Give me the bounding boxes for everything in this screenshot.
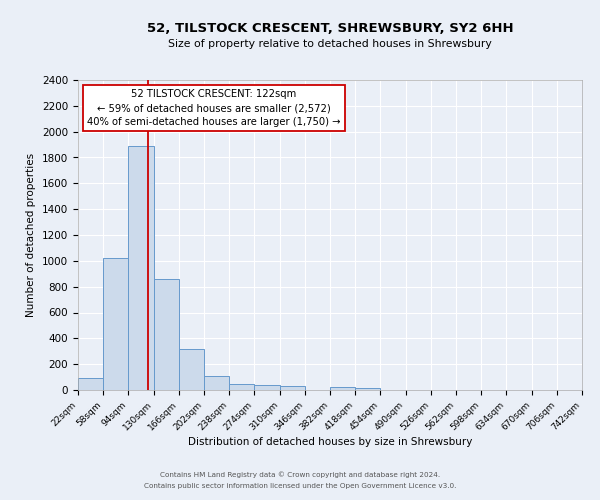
Text: Contains HM Land Registry data © Crown copyright and database right 2024.: Contains HM Land Registry data © Crown c… (160, 471, 440, 478)
Bar (280, 386, 305, 390)
X-axis label: Distribution of detached houses by size in Shrewsbury: Distribution of detached houses by size … (188, 438, 472, 448)
Bar (78, 378, 103, 390)
Bar (355, 388, 380, 390)
Text: 52, TILSTOCK CRESCENT, SHREWSBURY, SY2 6HH: 52, TILSTOCK CRESCENT, SHREWSBURY, SY2 6… (146, 22, 514, 36)
Bar (179, 348, 204, 390)
Bar (204, 376, 229, 390)
Bar (128, 146, 154, 390)
Bar (229, 384, 254, 390)
Y-axis label: Number of detached properties: Number of detached properties (26, 153, 37, 317)
Bar (330, 388, 355, 390)
Bar (103, 258, 128, 390)
Bar (254, 386, 280, 390)
Text: 52 TILSTOCK CRESCENT: 122sqm
← 59% of detached houses are smaller (2,572)
40% of: 52 TILSTOCK CRESCENT: 122sqm ← 59% of de… (88, 90, 341, 128)
Bar (154, 279, 179, 390)
Text: Contains public sector information licensed under the Open Government Licence v3: Contains public sector information licen… (144, 483, 456, 489)
Text: Size of property relative to detached houses in Shrewsbury: Size of property relative to detached ho… (168, 39, 492, 49)
